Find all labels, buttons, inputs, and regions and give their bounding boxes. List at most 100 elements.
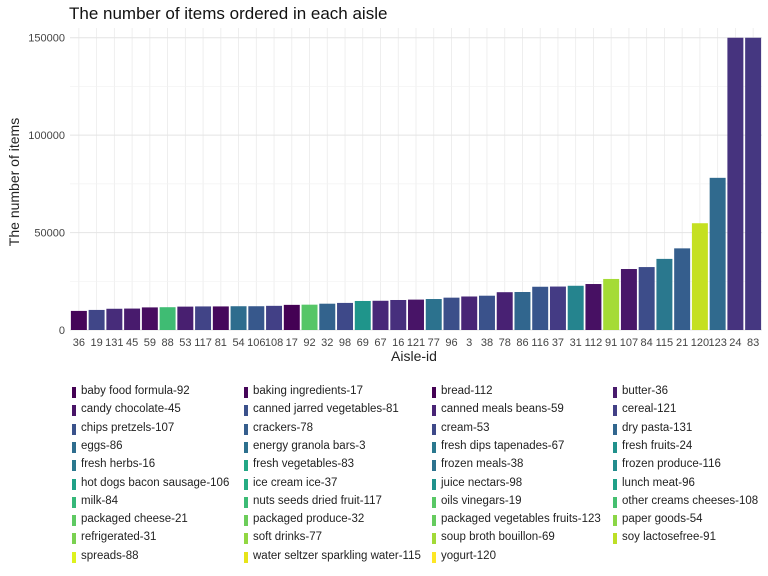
legend-label: hot dogs bacon sausage-106 <box>81 476 230 489</box>
bar <box>390 299 407 330</box>
legend-label: soy lactosefree-91 <box>622 531 716 544</box>
legend-swatch <box>72 387 76 398</box>
y-tick-label: 100000 <box>28 130 65 142</box>
x-tick-label: 112 <box>585 337 603 349</box>
legend-label: cream-53 <box>441 421 490 434</box>
x-tick-label: 67 <box>374 337 386 349</box>
x-tick-label: 106 <box>247 337 265 349</box>
legend-label: packaged vegetables fruits-123 <box>441 513 601 526</box>
bar <box>691 223 708 330</box>
legend-label: water seltzer sparkling water-115 <box>253 549 421 562</box>
bar <box>248 306 265 330</box>
bar <box>709 177 726 330</box>
legend-swatch <box>72 533 76 545</box>
legend-label: yogurt-120 <box>441 549 496 562</box>
x-tick-label: 54 <box>232 337 244 349</box>
bar <box>638 267 655 330</box>
legend-swatch <box>72 423 76 435</box>
bar <box>425 299 442 330</box>
legend-swatch <box>613 533 617 545</box>
x-tick-label: 32 <box>321 337 333 349</box>
legend-swatch <box>613 405 617 417</box>
x-tick-label: 38 <box>481 337 493 349</box>
legend-label: chips pretzels-107 <box>81 421 175 434</box>
legend-label: packaged cheese-21 <box>81 513 188 526</box>
legend-label: packaged produce-32 <box>253 513 365 526</box>
bar <box>514 292 531 330</box>
legend-swatch <box>244 533 248 545</box>
legend-label: canned jarred vegetables-81 <box>253 403 399 416</box>
x-tick-label: 16 <box>392 337 404 349</box>
legend-swatch <box>72 441 76 453</box>
legend-swatch <box>244 515 248 527</box>
legend-swatch <box>613 515 617 527</box>
bar <box>106 308 123 330</box>
x-axis-ticks: 36 19 131 45 59 88 53 117 81 54 106 108 17 92 32 98 69 67… <box>73 337 760 349</box>
bar <box>727 37 744 330</box>
bar <box>230 306 247 330</box>
legend-label: ice cream ice-37 <box>253 476 338 489</box>
x-tick-label: 120 <box>691 337 709 349</box>
legend-swatch <box>72 460 76 472</box>
bar <box>88 309 105 330</box>
x-tick-label: 107 <box>620 337 638 349</box>
legend-label: candy chocolate-45 <box>81 403 181 416</box>
legend-swatch <box>244 496 248 508</box>
y-tick-label: 150000 <box>28 33 65 45</box>
bar <box>212 306 229 330</box>
x-tick-label: 19 <box>90 337 102 349</box>
legend-swatch <box>613 423 617 435</box>
legend-swatch <box>613 387 617 398</box>
legend-swatch <box>244 460 248 472</box>
legend-label: soft drinks-77 <box>253 531 323 544</box>
legend-label: milk-84 <box>81 494 119 507</box>
x-axis-label: Aisle-id <box>391 348 437 364</box>
legend-swatch <box>72 515 76 527</box>
legend-label: spreads-88 <box>81 549 139 562</box>
legend-swatch <box>72 496 76 508</box>
x-tick-label: 108 <box>265 337 283 349</box>
bar <box>177 306 194 330</box>
legend-swatch <box>72 405 76 417</box>
legend-swatch <box>244 423 248 435</box>
legend-label: eggs-86 <box>81 439 123 452</box>
legend-swatch <box>613 460 617 472</box>
bar <box>354 300 371 330</box>
bar <box>159 307 176 330</box>
legend-label: baking ingredients-17 <box>253 385 363 397</box>
legend-label: butter-36 <box>622 385 669 397</box>
bar <box>408 299 424 330</box>
x-tick-label: 21 <box>676 337 688 349</box>
bar <box>603 278 620 330</box>
legend-swatch <box>432 387 436 398</box>
legend-swatch <box>432 533 436 545</box>
legend-swatch <box>72 551 76 563</box>
y-axis-label: The number of items <box>6 118 22 246</box>
x-tick-label: 78 <box>499 337 511 349</box>
bar <box>567 285 584 330</box>
legend-swatch <box>244 405 248 417</box>
x-tick-label: 37 <box>552 337 564 349</box>
legend-swatch <box>432 551 436 563</box>
legend-swatch <box>432 515 436 527</box>
bar <box>70 310 87 330</box>
x-tick-label: 77 <box>428 337 440 349</box>
bars <box>70 37 762 330</box>
legend-label: fresh dips tapenades-67 <box>441 439 565 452</box>
y-tick-label: 0 <box>59 325 65 337</box>
legend-label: fresh fruits-24 <box>622 439 693 452</box>
bar <box>301 304 318 330</box>
bar <box>478 295 495 330</box>
x-tick-label: 17 <box>286 337 298 349</box>
bar <box>337 302 354 330</box>
bar <box>124 308 141 330</box>
x-tick-label: 69 <box>357 337 369 349</box>
bar <box>443 297 460 330</box>
x-tick-label: 131 <box>105 337 123 349</box>
x-tick-label: 83 <box>747 337 759 349</box>
bar <box>496 292 513 330</box>
x-tick-label: 88 <box>161 337 173 349</box>
chart-title: The number of items ordered in each aisl… <box>69 4 388 23</box>
legend-label: other creams cheeses-108 <box>622 494 759 507</box>
bar <box>195 306 212 330</box>
